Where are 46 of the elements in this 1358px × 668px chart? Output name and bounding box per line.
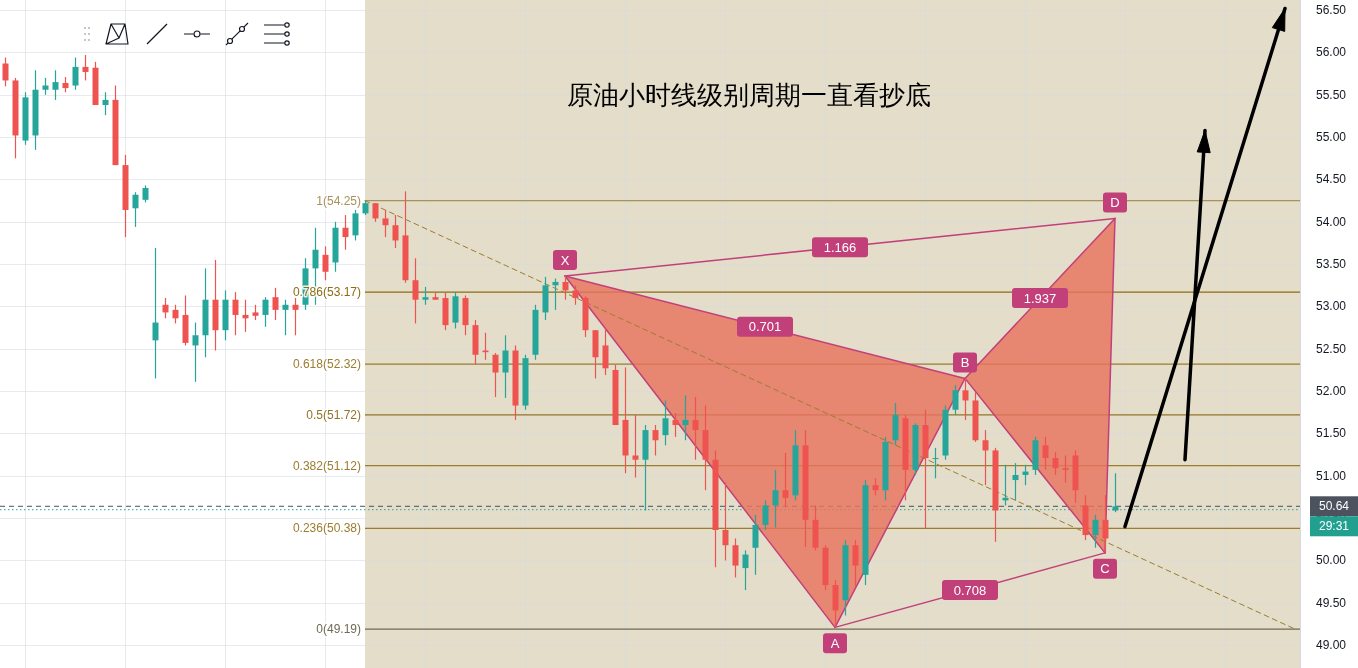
annotation: D xyxy=(1103,192,1127,213)
ref-line-label: 0.382(51.12) xyxy=(292,458,361,473)
annotation: X xyxy=(560,252,570,268)
annotation: A xyxy=(823,633,847,654)
annotation: C xyxy=(1093,558,1117,579)
annotation: A xyxy=(830,635,840,651)
annotation: X xyxy=(553,250,577,270)
annotation: C xyxy=(1100,561,1110,577)
ray-tool-icon[interactable] xyxy=(225,22,249,46)
horizontal-line-tool-icon[interactable] xyxy=(184,30,210,38)
y-tick-label: 50.00 xyxy=(1316,553,1347,568)
title: 原油小时线级别周期一直看抄底 xyxy=(567,80,931,110)
y-tick-label: 54.00 xyxy=(1316,214,1347,229)
y-tick-label: 53.00 xyxy=(1316,299,1347,314)
ref-line-label: 1(54.25) xyxy=(316,193,361,208)
ref-line-label: 0(49.19) xyxy=(316,622,361,637)
y-tick-label: 49.50 xyxy=(1316,595,1347,610)
y-tick-label: 55.50 xyxy=(1316,87,1347,102)
annotation: 0.708 xyxy=(942,580,998,601)
annotation: 0.701 xyxy=(737,316,793,337)
y-tick-label: 52.50 xyxy=(1316,341,1347,356)
ref-line-label: 0.618(52.32) xyxy=(292,357,361,372)
xabcd-pattern-tool-icon[interactable] xyxy=(105,23,129,45)
annotation: D xyxy=(1110,194,1120,210)
y-tick-label: 49.00 xyxy=(1316,638,1347,653)
y-tick-label: 51.00 xyxy=(1316,468,1347,483)
y-tick-label: 53.50 xyxy=(1316,257,1347,272)
y-tick-label: 55.00 xyxy=(1316,130,1347,145)
y-tick-label: 54.50 xyxy=(1316,172,1347,187)
fibonacci-tool-icon[interactable] xyxy=(264,22,290,46)
trend-line-tool-icon[interactable] xyxy=(146,23,168,45)
annotation: B xyxy=(953,352,977,373)
ref-line-label: 0.5(51.72) xyxy=(306,407,361,422)
y-tick-label: 52.00 xyxy=(1316,384,1347,399)
y-tick-label: 51.50 xyxy=(1316,426,1347,441)
annotation: 0.701 xyxy=(748,319,782,335)
annotation: B xyxy=(960,354,970,370)
y-tick-label: 56.00 xyxy=(1316,45,1347,60)
ref-line-label: 50.64 xyxy=(1318,499,1350,514)
annotation: 1.166 xyxy=(812,237,868,258)
ref-line-label: 0.236(50.38) xyxy=(292,521,361,536)
annotation: 1.166 xyxy=(823,239,857,255)
y-tick-label: 56.50 xyxy=(1316,3,1347,18)
annotation: 1.937 xyxy=(1012,288,1068,308)
annotation: 1.937 xyxy=(1023,290,1057,306)
annotation: 0.708 xyxy=(953,582,987,598)
